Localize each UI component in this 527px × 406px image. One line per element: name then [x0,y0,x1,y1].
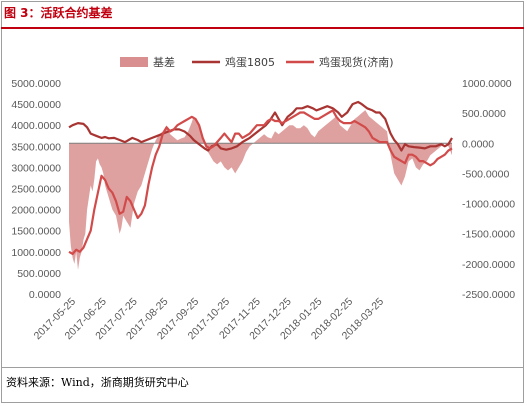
right-axis-tick-label: -1000.0000 [462,199,515,211]
left-axis-tick-label: 2000.0000 [11,205,61,217]
left-axis-tick-label: 500.0000 [17,268,61,280]
legend-swatch-basis [120,57,148,67]
right-axis-tick-label: -2000.0000 [462,259,515,271]
left-axis-tick-label: 1500.0000 [11,226,61,238]
right-axis-tick-label: 500.0000 [462,108,506,120]
x-axis-ticks: 2017-05-252017-06-252017-07-252017-08-25… [32,296,387,343]
legend-label: 基差 [153,55,175,69]
chart-legend: 基差 鸡蛋1805 鸡蛋现货(济南) [120,55,394,69]
legend-label: 鸡蛋1805 [225,55,275,69]
left-axis-tick-label: 0.0000 [29,289,61,301]
right-axis-ticks: -2500.0000 -2000.0000 -1500.0000 -1000.0000… [462,78,515,301]
left-axis-ticks: 0.0000 500.0000 1000.0000 1500.0000 2000.000… [11,78,61,301]
right-axis-tick-label: -2500.0000 [462,289,515,301]
right-axis-tick-label: -500.0000 [462,168,509,180]
left-axis-tick-label: 5000.0000 [11,78,61,90]
right-axis-tick-label: 0.0000 [462,138,494,150]
basis-area-layer [69,110,452,270]
left-axis-tick-label: 3500.0000 [11,141,61,153]
left-axis-tick-label: 3000.0000 [11,162,61,174]
figure-title: 图 3：活跃合约基差 [4,6,113,20]
source-note: 资料来源：Wind，浙商期货研究中心 [6,376,189,389]
title-divider [1,27,524,29]
left-axis-tick-label: 1000.0000 [11,247,61,259]
footer-divider [1,367,524,368]
right-axis-tick-label: -1500.0000 [462,229,515,241]
legend-label: 鸡蛋现货(济南) [319,55,394,69]
series-line-egg-1805 [68,100,453,152]
price-lines-layer [68,100,453,255]
series-line-egg-spot-jinan [68,109,453,255]
left-axis-tick-label: 4000.0000 [11,120,61,132]
basis-area [69,110,452,270]
right-axis-tick-label: 1000.0000 [462,78,512,90]
left-axis-tick-label: 4500.0000 [11,99,61,111]
left-axis-tick-label: 2500.0000 [11,184,61,196]
